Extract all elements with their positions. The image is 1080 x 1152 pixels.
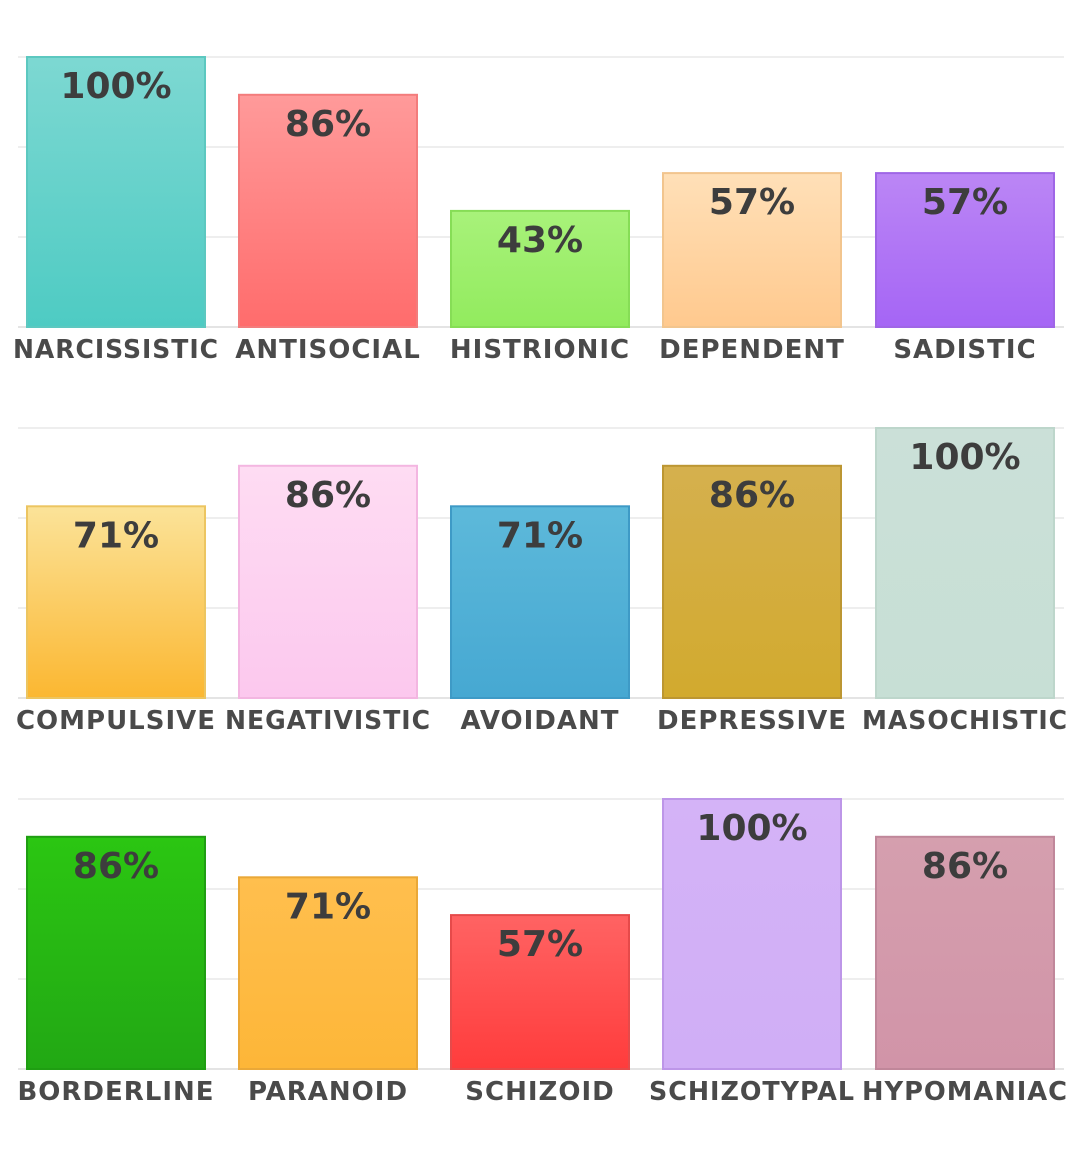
- bar-avoidant: [450, 505, 630, 699]
- category-label-narcissistic: NARCISSISTIC: [13, 335, 219, 365]
- value-label-avoidant: 71%: [497, 515, 583, 556]
- bar-schizotypal: [662, 798, 842, 1070]
- value-label-antisocial: 86%: [285, 104, 371, 145]
- value-label-borderline: 86%: [73, 846, 159, 887]
- bar-histrionic: [450, 209, 630, 328]
- bar-negativistic: [238, 464, 418, 699]
- bar-narcissistic: [26, 56, 206, 328]
- value-label-schizotypal: 100%: [696, 808, 807, 849]
- bar-hypomaniac: [875, 835, 1055, 1070]
- value-label-paranoid: 71%: [285, 886, 371, 927]
- chart-row-2: 71% COMPULSIVE 86% NEGATIVISTIC 71% AVOIDANT 8…: [16, 427, 1068, 736]
- category-label-dependent: DEPENDENT: [659, 335, 845, 365]
- category-label-compulsive: COMPULSIVE: [16, 706, 216, 736]
- value-label-hypomaniac: 86%: [922, 846, 1008, 887]
- category-label-schizotypal: SCHIZOTYPAL: [649, 1077, 855, 1107]
- bar-dependent: [662, 172, 842, 328]
- bar-paranoid: [238, 876, 418, 1070]
- bar-schizoid: [450, 914, 630, 1070]
- value-label-negativistic: 86%: [285, 475, 371, 516]
- category-label-negativistic: NEGATIVISTIC: [225, 706, 431, 736]
- chart-row-1: 100% NARCISSISTIC 86% ANTISOCIAL 43% HISTRION…: [13, 56, 1064, 365]
- category-label-hypomaniac: HYPOMANIAC: [862, 1077, 1068, 1107]
- chart-row-3: 86% BORDERLINE 71% PARANOID 57% SCHIZOID 100% S…: [17, 798, 1068, 1107]
- category-label-borderline: BORDERLINE: [17, 1077, 214, 1107]
- value-label-histrionic: 43%: [497, 220, 583, 261]
- value-label-compulsive: 71%: [73, 515, 159, 556]
- bar-masochistic: [875, 427, 1055, 699]
- category-label-sadistic: SADISTIC: [893, 335, 1036, 365]
- value-label-sadistic: 57%: [922, 182, 1008, 223]
- category-label-paranoid: PARANOID: [248, 1077, 408, 1107]
- value-label-masochistic: 100%: [909, 437, 1020, 478]
- bar-antisocial: [238, 93, 418, 328]
- bar-depressive: [662, 464, 842, 699]
- value-label-dependent: 57%: [709, 182, 795, 223]
- category-label-masochistic: MASOCHISTIC: [862, 706, 1068, 736]
- category-label-antisocial: ANTISOCIAL: [235, 335, 421, 365]
- bar-sadistic: [875, 172, 1055, 328]
- category-label-avoidant: AVOIDANT: [461, 706, 620, 736]
- value-label-schizoid: 57%: [497, 924, 583, 965]
- category-label-histrionic: HISTRIONIC: [450, 335, 630, 365]
- bar-borderline: [26, 835, 206, 1070]
- category-label-schizoid: SCHIZOID: [465, 1077, 614, 1107]
- value-label-narcissistic: 100%: [60, 66, 171, 107]
- category-label-depressive: DEPRESSIVE: [657, 706, 847, 736]
- value-label-depressive: 86%: [709, 475, 795, 516]
- bar-compulsive: [26, 505, 206, 699]
